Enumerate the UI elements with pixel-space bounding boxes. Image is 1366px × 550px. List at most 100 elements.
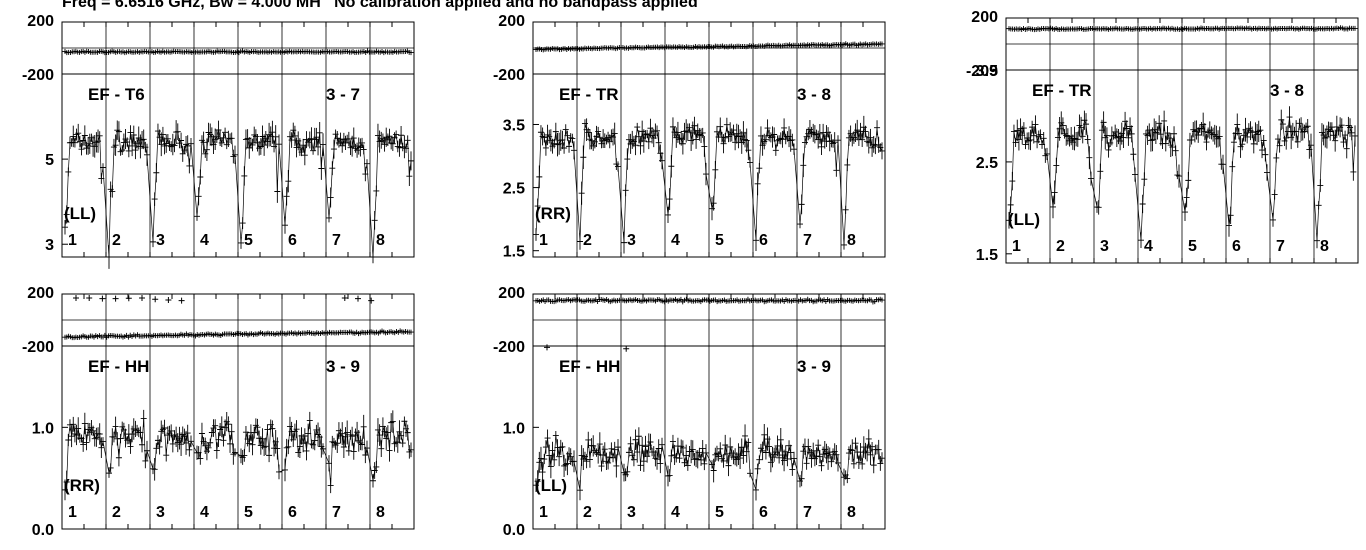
amplitude-point <box>1020 122 1027 135</box>
amplitude-point <box>112 134 119 156</box>
amplitude-point <box>659 437 665 452</box>
amplitude-point <box>596 432 603 456</box>
amplitude-point <box>1235 127 1242 140</box>
amplitude-point <box>841 240 847 250</box>
amplitude-point <box>1257 125 1264 135</box>
amplitude-point <box>1188 135 1195 145</box>
amplitude-point <box>844 474 851 484</box>
amplitude-point <box>818 138 825 156</box>
amplitude-point <box>376 424 383 446</box>
amplitude-point <box>169 435 176 453</box>
phase-outlier-point <box>355 295 361 302</box>
amplitude-point <box>1161 110 1168 132</box>
amplitude-point <box>743 440 750 463</box>
amplitude-point <box>139 437 146 453</box>
scan-number: 4 <box>200 504 209 521</box>
amplitude-point <box>669 434 676 449</box>
amplitude-point <box>605 456 612 470</box>
amplitude-point <box>1273 153 1280 163</box>
phase-tick-label: 200 <box>971 9 998 26</box>
phase-point <box>879 41 885 47</box>
amplitude-point <box>781 118 788 138</box>
amplitude-point <box>1183 187 1190 208</box>
scan-number: 2 <box>583 504 592 521</box>
amplitude-point <box>699 127 706 138</box>
amplitude-point <box>774 435 781 457</box>
scan-number: 5 <box>715 232 724 249</box>
amplitude-point <box>232 448 238 457</box>
amplitude-point <box>96 423 103 445</box>
antenna-pair-label: 3 - 9 <box>797 357 831 376</box>
amplitude-point <box>635 427 642 446</box>
phase-outlier-point <box>112 295 119 302</box>
panel-1: 1 2 3 4 5 6 7 8 200 -200 5 3 EF - T6 3 - 7 (LL) <box>22 13 415 269</box>
amplitude-point <box>269 120 276 144</box>
amplitude-point <box>645 134 652 150</box>
amplitude-point <box>828 456 835 468</box>
amplitude-point <box>835 454 841 472</box>
scan-number: 2 <box>112 504 121 521</box>
phase-point <box>408 50 414 56</box>
amplitude-point <box>327 187 334 208</box>
amplitude-point <box>632 135 639 156</box>
amplitude-point <box>95 129 102 153</box>
amplitude-point <box>1317 179 1324 192</box>
amplitude-point <box>1352 125 1358 147</box>
amplitude-point <box>386 439 393 462</box>
amplitude-point <box>723 117 730 132</box>
amplitude-point <box>879 142 885 160</box>
amplitude-point <box>1169 138 1176 157</box>
phase-tick-label: 200 <box>27 13 54 30</box>
amplitude-point <box>1350 163 1357 181</box>
scan-number: 5 <box>715 504 724 521</box>
amplitude-point <box>384 425 391 440</box>
amplitude-point <box>766 436 773 457</box>
amplitude-tick-label: 2.5 <box>503 181 525 198</box>
amplitude-point <box>183 430 190 455</box>
amplitude-point <box>1182 203 1188 221</box>
amplitude-point <box>816 124 823 144</box>
amplitude-point <box>781 449 788 472</box>
amplitude-point <box>720 134 727 154</box>
amplitude-point <box>552 122 559 141</box>
amplitude-point <box>350 443 357 460</box>
amplitude-point <box>168 424 175 438</box>
amplitude-point <box>1226 214 1232 237</box>
amplitude-point <box>542 440 549 454</box>
amplitude-point <box>654 125 661 137</box>
amplitude-point <box>593 125 600 147</box>
polarization-label: (LL) <box>64 204 96 223</box>
amplitude-point <box>140 129 147 150</box>
amplitude-point <box>200 131 207 153</box>
amplitude-point <box>1308 133 1314 157</box>
amplitude-point <box>1264 164 1270 181</box>
amplitude-point <box>215 120 222 140</box>
polarization-label: (RR) <box>64 476 100 495</box>
amplitude-point <box>301 428 308 444</box>
amplitude-point <box>109 185 116 198</box>
scan-number: 4 <box>1144 238 1153 255</box>
amplitude-point <box>75 417 82 440</box>
scan-number: 5 <box>1188 238 1197 255</box>
amplitude-point <box>220 434 227 447</box>
amplitude-point <box>754 172 761 196</box>
amplitude-point <box>624 466 631 478</box>
amplitude-point <box>389 136 396 151</box>
amplitude-tick-label: 0.0 <box>32 522 54 539</box>
amplitude-point <box>188 435 194 448</box>
scan-number: 8 <box>1320 238 1329 255</box>
amplitude-point <box>308 127 315 151</box>
amplitude-point <box>559 442 566 452</box>
amplitude-point <box>370 474 376 488</box>
amplitude-point <box>601 442 608 457</box>
amplitude-point <box>761 423 768 446</box>
amplitude-point <box>1050 195 1056 219</box>
amplitude-point <box>1172 145 1179 156</box>
amplitude-point <box>798 194 805 215</box>
amplitude-point <box>158 132 165 157</box>
amplitude-point <box>178 132 185 149</box>
scan-number: 4 <box>200 232 209 249</box>
amplitude-point <box>144 143 150 166</box>
baseline-title: EF - HH <box>88 357 149 376</box>
